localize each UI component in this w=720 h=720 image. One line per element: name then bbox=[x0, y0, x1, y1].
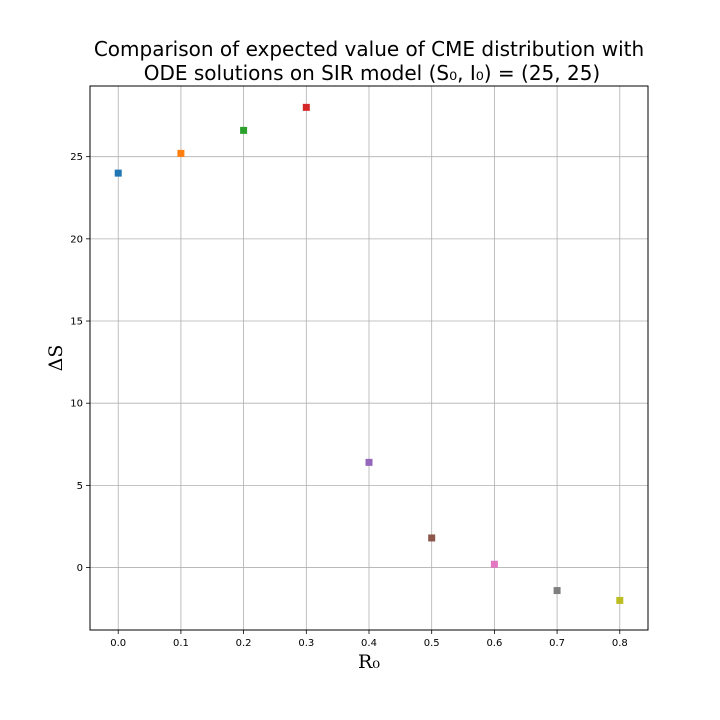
data-point bbox=[177, 149, 185, 157]
chart-title-line-2: ODE solutions on SIR model (S₀, I₀) = (2… bbox=[144, 61, 601, 85]
grid-layer bbox=[90, 86, 648, 630]
data-point bbox=[616, 596, 624, 604]
x-tick-label: 0.5 bbox=[424, 638, 440, 649]
y-tick-label: 10 bbox=[70, 399, 83, 410]
x-tick-label: 0.3 bbox=[298, 638, 314, 649]
data-point bbox=[553, 587, 561, 595]
point-layer bbox=[114, 103, 624, 604]
x-axis-label: R₀ bbox=[358, 651, 380, 673]
data-point bbox=[114, 169, 122, 177]
y-tick-label: 20 bbox=[70, 234, 83, 245]
tick-layer: 0.0 0.1 0.2 0.3 0.4 0.5 0.6 0.7 0.8 0 5 10 15 20 25 bbox=[70, 152, 627, 649]
plot-frame bbox=[89, 85, 649, 631]
x-tick-label: 0.2 bbox=[236, 638, 252, 649]
data-point bbox=[240, 126, 248, 134]
data-point bbox=[302, 103, 310, 111]
x-tick-label: 0.8 bbox=[612, 638, 628, 649]
y-tick-label: 25 bbox=[70, 152, 83, 163]
x-tick-label: 0.1 bbox=[173, 638, 189, 649]
x-tick-label: 0.6 bbox=[486, 638, 502, 649]
data-point bbox=[490, 560, 498, 568]
chart-title-line-1: Comparison of expected value of CME dist… bbox=[94, 37, 644, 61]
y-axis-label: ΔS bbox=[45, 345, 67, 372]
x-tick-label: 0.0 bbox=[110, 638, 126, 649]
x-tick-label: 0.7 bbox=[549, 638, 565, 649]
x-tick-label: 0.4 bbox=[361, 638, 377, 649]
y-tick-label: 5 bbox=[77, 481, 83, 492]
data-point bbox=[365, 458, 373, 466]
y-tick-label: 0 bbox=[77, 563, 83, 574]
y-tick-label: 15 bbox=[70, 317, 83, 328]
data-point bbox=[428, 534, 436, 542]
